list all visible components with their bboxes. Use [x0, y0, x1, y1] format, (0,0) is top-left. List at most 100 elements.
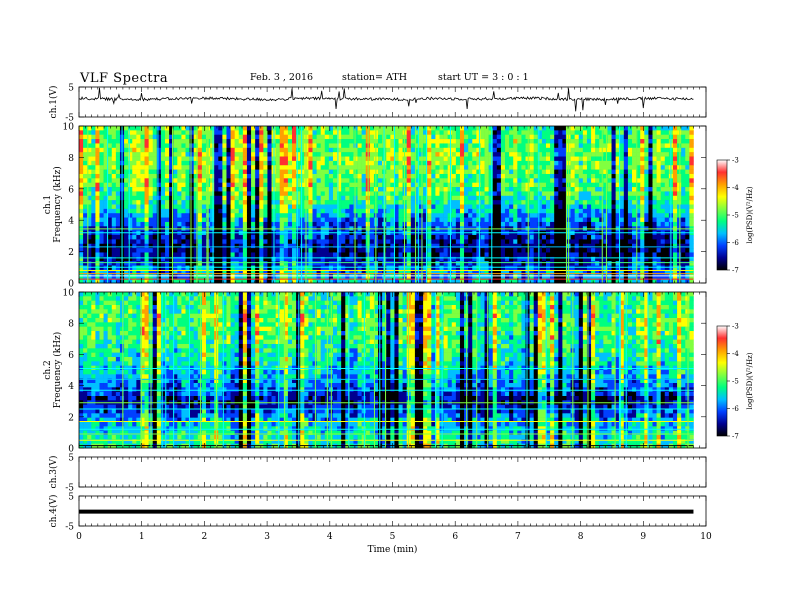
- spectrogram-cell: [197, 191, 203, 197]
- spectrogram-cell: [173, 204, 178, 210]
- spectrogram-cell: [189, 130, 194, 136]
- spectrogram-cell: [267, 152, 272, 157]
- spectrogram-cell: [578, 204, 584, 210]
- spectrogram-cell: [627, 160, 633, 166]
- spectrogram-cell: [537, 134, 543, 140]
- spectrogram-cell: [332, 248, 338, 253]
- spectrogram-cell: [599, 208, 604, 214]
- spectrogram-cell: [148, 182, 154, 188]
- spectrogram-cell: [447, 235, 453, 240]
- spectrogram-cell: [521, 156, 526, 162]
- spectrogram-cell: [419, 126, 424, 131]
- spectrogram-cell: [390, 204, 395, 210]
- spectrogram-cell: [148, 221, 154, 227]
- spectrogram-cell: [464, 165, 469, 170]
- spectrogram-cell: [648, 204, 653, 210]
- spectrogram-cell: [226, 182, 231, 188]
- spectrogram-cell: [242, 178, 248, 183]
- spectrogram-cell: [79, 134, 84, 140]
- spectrogram-cell: [500, 221, 506, 227]
- spectrogram-cell: [505, 126, 510, 131]
- spectrogram-cell: [296, 130, 301, 136]
- spectrogram-cell: [533, 169, 539, 175]
- spectrogram-cell: [390, 235, 395, 240]
- spectrogram-cell: [615, 191, 621, 197]
- spectrogram-cell: [464, 221, 469, 227]
- spectrogram-cell: [226, 261, 231, 266]
- spectrogram-cell: [259, 195, 264, 201]
- spectrogram-cell: [218, 239, 223, 245]
- spectrogram-cell: [79, 126, 84, 131]
- spectrogram-cell: [423, 182, 428, 188]
- spectrogram-cell: [87, 239, 92, 245]
- spectrogram-cell: [554, 221, 559, 227]
- spectrogram-cell: [107, 152, 113, 157]
- spectrogram-cell: [664, 213, 670, 218]
- spectrogram-cell: [525, 160, 530, 166]
- spectrogram-cell: [443, 130, 448, 136]
- spectrogram-cell: [107, 169, 113, 175]
- spectrogram-cell: [689, 130, 694, 136]
- spectrogram-cell: [640, 235, 645, 240]
- spectrogram-cell: [672, 126, 678, 131]
- spectrogram-cell: [443, 243, 448, 249]
- spectrogram-cell: [300, 147, 305, 153]
- spectrogram-cell: [419, 173, 424, 179]
- spectrogram-cell: [242, 256, 248, 262]
- spectrogram-cell: [128, 195, 133, 201]
- spectrogram-cell: [603, 143, 608, 149]
- spectrogram-cell: [677, 187, 682, 192]
- spectrogram-cell: [156, 265, 162, 271]
- spectrogram-cell: [685, 235, 690, 240]
- spectrogram-cell: [484, 243, 489, 249]
- spectrogram-cell: [394, 256, 399, 262]
- spectrogram-cell: [439, 200, 444, 205]
- spectrogram-cell: [152, 248, 158, 253]
- spectrogram-cell: [459, 182, 465, 188]
- spectrogram-cell: [234, 169, 240, 175]
- spectrogram-cell: [111, 160, 117, 166]
- spectrogram-cell: [476, 178, 481, 183]
- spectrogram-cell: [169, 200, 174, 205]
- spectrogram-cell: [398, 160, 403, 166]
- spectrogram-cell: [500, 152, 506, 157]
- spectrogram-cell: [287, 221, 293, 227]
- spectrogram-cell: [193, 173, 199, 179]
- spectrogram-cell: [607, 126, 612, 131]
- spectrogram-cell: [79, 139, 84, 144]
- spectrogram-cell: [419, 213, 424, 218]
- spectrogram-cell: [341, 182, 346, 188]
- spectrogram-cell: [341, 187, 346, 192]
- spectrogram-cell: [144, 213, 149, 218]
- spectrogram-cell: [246, 160, 252, 166]
- spectrogram-cell: [439, 191, 444, 197]
- spectrogram-cell: [611, 139, 616, 144]
- spectrogram-cell: [627, 208, 633, 214]
- spectrogram-cell: [124, 256, 129, 262]
- spectrogram-cell: [197, 243, 203, 249]
- spectrogram-cell: [128, 156, 133, 162]
- spectrogram-cell: [226, 169, 231, 175]
- spectrogram-cell: [632, 173, 637, 179]
- spectrogram-cell: [259, 182, 264, 188]
- spectrogram-cell: [398, 243, 403, 249]
- spectrogram-cell: [218, 269, 223, 275]
- spectrogram-cell: [480, 130, 485, 136]
- spectrogram-cell: [603, 160, 608, 166]
- spectrogram-cell: [345, 213, 350, 218]
- spectrogram-cell: [505, 208, 510, 214]
- spectrogram-cell: [328, 187, 334, 192]
- spectrogram-cell: [361, 143, 367, 149]
- spectrogram-cell: [500, 143, 506, 149]
- spectrogram-cell: [521, 256, 526, 262]
- spectrogram-cell: [636, 200, 641, 205]
- spectrogram-cell: [419, 134, 424, 140]
- spectrogram-cell: [99, 221, 104, 227]
- spectrogram-cell: [320, 130, 326, 136]
- spectrogram-cell: [656, 134, 661, 140]
- spectrogram-cell: [627, 126, 633, 131]
- spectrogram-cell: [234, 126, 240, 131]
- spectrogram-cell: [378, 160, 383, 166]
- spectrogram-cell: [107, 143, 113, 149]
